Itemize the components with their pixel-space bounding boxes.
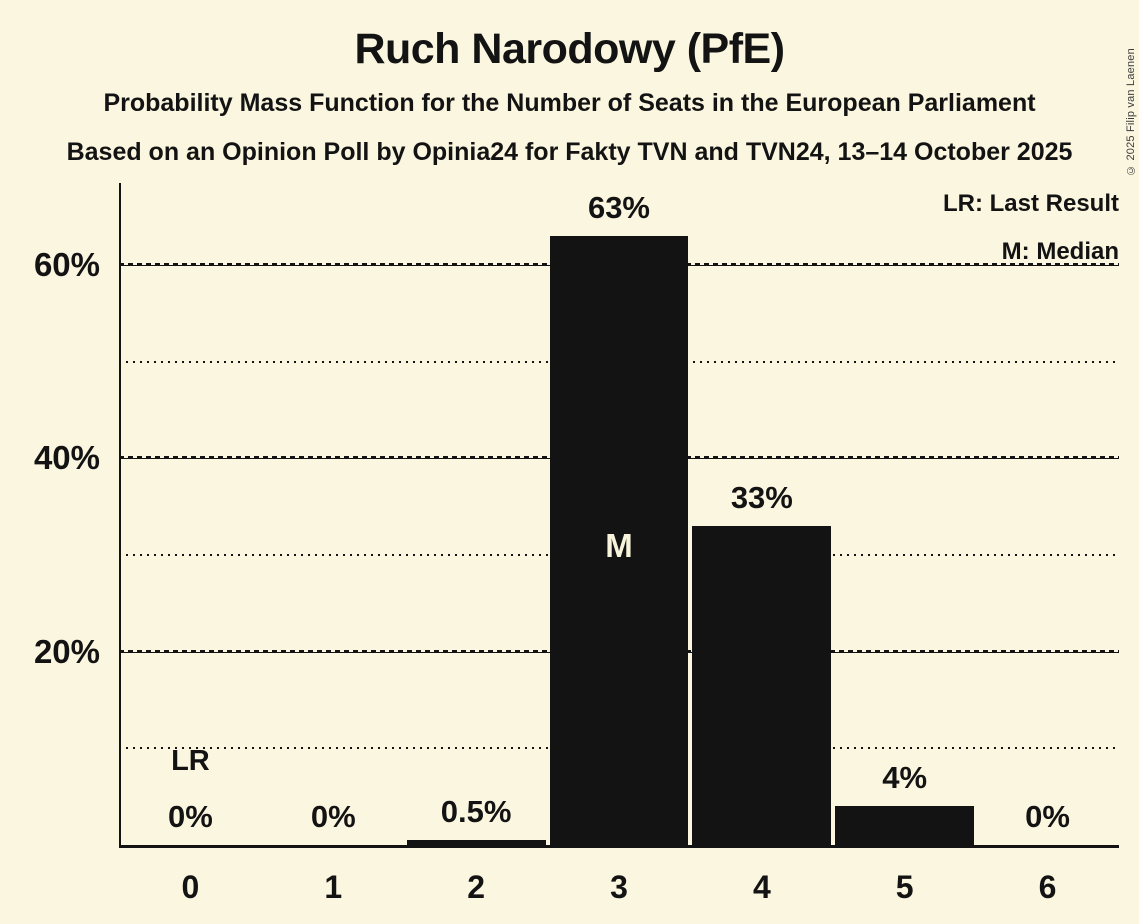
x-tick-label: 3	[610, 869, 628, 905]
legend-last-result: LR: Last Result	[942, 190, 1119, 217]
bar-value-label: 0%	[168, 799, 213, 834]
x-tick-label: 5	[895, 869, 914, 905]
chart-legend: LR: Last Result M: Median	[943, 180, 1119, 276]
bar-value-label: 33%	[730, 480, 793, 516]
y-tick-label: 20%	[33, 632, 100, 670]
bar	[835, 806, 975, 845]
x-tick-label: 4	[752, 869, 771, 905]
plot-area: 0% 0% 0.5% 63% 33% 4% 0% LR M	[119, 183, 1119, 845]
bar	[692, 526, 832, 845]
last-result-marker: LR	[171, 745, 210, 778]
chart-source-line: Based on an Opinion Poll by Opinia24 for…	[66, 138, 1073, 166]
y-tick-label: 40%	[33, 439, 100, 477]
median-marker: M	[605, 526, 633, 564]
bar	[406, 840, 546, 845]
bar-value-label: 0.5%	[440, 794, 512, 830]
bar-value-label: 4%	[882, 760, 928, 796]
x-tick-label: 2	[467, 869, 486, 905]
copyright-notice: © 2025 Filip van Laenen	[1125, 48, 1137, 176]
y-axis-line	[119, 183, 121, 848]
x-tick-label: 1	[324, 869, 343, 905]
legend-median: M: Median	[1001, 238, 1119, 265]
x-tick-label: 6	[1038, 869, 1057, 905]
x-tick-label: 0	[181, 869, 200, 905]
y-tick-label: 60%	[33, 246, 100, 284]
bar	[549, 236, 689, 845]
bar-value-label: 63%	[587, 190, 650, 226]
chart-subtitle: Probability Mass Function for the Number…	[103, 89, 1036, 117]
chart-title: Ruch Narodowy (PfE)	[354, 25, 785, 73]
x-axis-line	[119, 845, 1119, 848]
bar-value-label: 0%	[310, 799, 356, 834]
bar-value-label: 0%	[1025, 799, 1070, 834]
